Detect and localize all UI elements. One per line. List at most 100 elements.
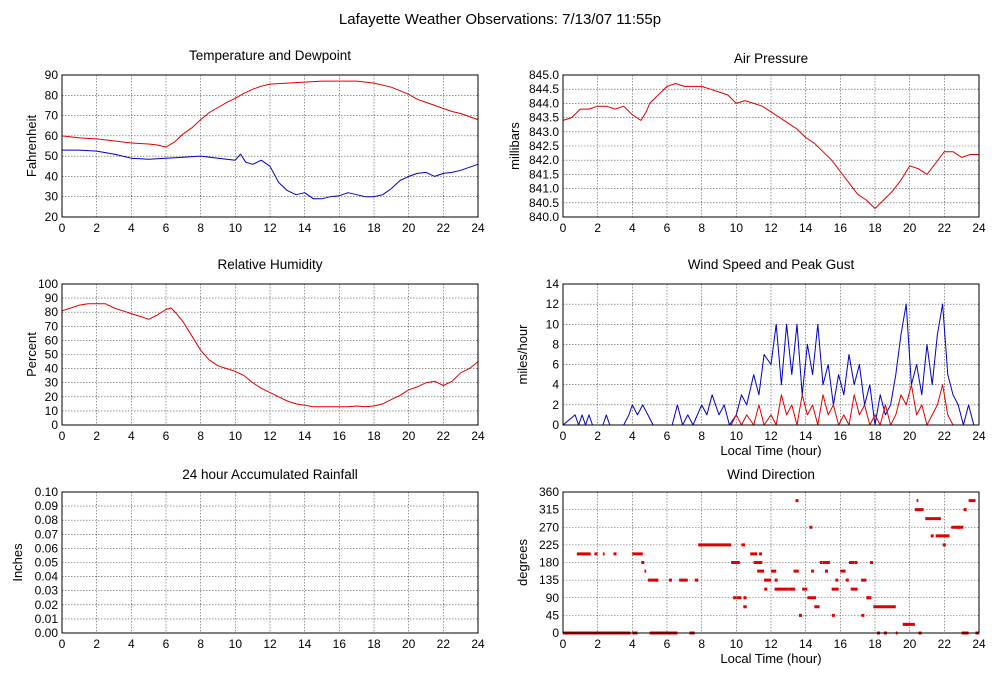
wind-ytick-label: 0 (552, 418, 559, 432)
pressure-ytick-label: 841.5 (529, 167, 559, 181)
pressure-xtick-label: 22 (938, 221, 952, 235)
temp-ytick-label: 40 (45, 169, 59, 183)
direction-point (613, 552, 617, 556)
direction-xtick-label: 8 (698, 637, 705, 651)
pressure-series-0-line (562, 83, 979, 209)
humidity-xtick-label: 24 (471, 429, 485, 443)
temp-ytick-label: 80 (45, 88, 59, 102)
humidity-series-0-line (61, 303, 479, 408)
direction-point (641, 561, 645, 564)
humidity-xtick-label: 0 (59, 429, 66, 443)
rain-xtick-label: 4 (128, 637, 135, 651)
humidity-ytick-label: 70 (45, 319, 59, 333)
direction-point (904, 622, 908, 626)
humidity-ytick-label: 0 (51, 418, 58, 432)
direction-point (655, 578, 659, 582)
rain-ytick-label: 0.09 (35, 499, 59, 513)
pressure-plot-frame (562, 74, 980, 218)
rain-xtick-label: 14 (298, 637, 312, 651)
rain-xtick-label: 22 (437, 637, 451, 651)
direction-ytick-label: 135 (539, 573, 559, 587)
direction-ytick-label: 90 (546, 591, 560, 605)
wind-xtick-label: 6 (664, 429, 671, 443)
humidity-ytick-label: 30 (45, 376, 59, 390)
temp-xtick-label: 10 (229, 221, 243, 235)
wind-ytick-label: 14 (546, 277, 560, 291)
pressure-title: Air Pressure (734, 51, 808, 66)
humidity-ytick-label: 100 (38, 277, 58, 291)
direction-point (733, 596, 737, 600)
direction-xtick-label: 20 (903, 637, 917, 651)
temp-ytick-label: 60 (45, 129, 59, 143)
direction-xtick-label: 14 (799, 637, 813, 651)
direction-point (774, 578, 778, 582)
temp-ytick-label: 90 (45, 68, 59, 82)
humidity-ytick-label: 10 (45, 404, 59, 418)
wind-xtick-label: 4 (629, 429, 636, 443)
temp-xtick-label: 14 (298, 221, 312, 235)
humidity-xtick-label: 14 (298, 429, 312, 443)
direction-xtick-label: 22 (938, 637, 952, 651)
rain-xtick-label: 0 (59, 637, 66, 651)
direction-point (594, 552, 598, 556)
rain-ytick-label: 0.02 (35, 598, 59, 612)
direction-plot-frame (562, 491, 980, 634)
temp-ylabel: Fahrenheit (24, 115, 39, 178)
temp-ytick-label: 20 (45, 210, 59, 224)
temp-xtick-label: 6 (163, 221, 170, 235)
pressure-ytick-label: 842.0 (529, 153, 559, 167)
direction-ytick-label: 315 (539, 503, 559, 517)
wind-xtick-label: 20 (903, 429, 917, 443)
temp-xtick-label: 18 (367, 221, 381, 235)
wind-xtick-label: 24 (972, 429, 986, 443)
direction-ylabel: degrees (515, 539, 530, 586)
direction-point (835, 578, 839, 582)
direction-ytick-label: 225 (539, 538, 559, 552)
rain-xtick-label: 8 (197, 637, 204, 651)
wind-ytick-label: 2 (552, 398, 559, 412)
rain-ytick-label: 0.01 (35, 612, 59, 626)
direction-xtick-label: 0 (560, 637, 567, 651)
rain-ytick-label: 0.00 (35, 626, 59, 640)
wind-xtick-label: 16 (834, 429, 848, 443)
humidity-xtick-label: 16 (333, 429, 347, 443)
direction-point (956, 525, 960, 529)
wind-ylabel: miles/hour (515, 324, 530, 385)
pressure-ytick-label: 844.5 (529, 82, 559, 96)
pressure-ytick-label: 843.5 (529, 111, 559, 125)
pressure-xtick-label: 24 (972, 221, 986, 235)
direction-point (845, 578, 849, 582)
pressure-xtick-label: 18 (868, 221, 882, 235)
temp-xtick-label: 8 (197, 221, 204, 235)
direction-point (870, 561, 874, 564)
wind-ytick-label: 4 (552, 378, 559, 392)
humidity-xtick-label: 4 (128, 429, 135, 443)
wind-xtick-label: 12 (764, 429, 778, 443)
wind-xtick-label: 0 (560, 429, 567, 443)
direction-xtick-label: 2 (594, 637, 601, 651)
temp-ytick-label: 50 (45, 149, 59, 163)
direction-point (668, 578, 672, 582)
wind-ytick-label: 8 (552, 337, 559, 351)
humidity-ytick-label: 50 (45, 348, 59, 362)
pressure-xtick-label: 14 (799, 221, 813, 235)
pressure-ytick-label: 845.0 (529, 68, 559, 82)
rain-xtick-label: 12 (263, 637, 277, 651)
wind-series-0-line (562, 303, 975, 426)
temp-series-1-line (62, 149, 479, 200)
humidity-xtick-label: 20 (402, 429, 416, 443)
pressure-ytick-label: 840.5 (529, 196, 559, 210)
wind-ytick-label: 10 (546, 317, 560, 331)
temp-ytick-label: 30 (45, 190, 59, 204)
direction-point (831, 613, 835, 617)
direction-point (963, 508, 967, 512)
direction-xtick-label: 18 (868, 637, 882, 651)
direction-point (809, 525, 813, 529)
rain-xtick-label: 2 (93, 637, 100, 651)
humidity-ytick-label: 60 (45, 333, 59, 347)
direction-xtick-label: 16 (834, 637, 848, 651)
